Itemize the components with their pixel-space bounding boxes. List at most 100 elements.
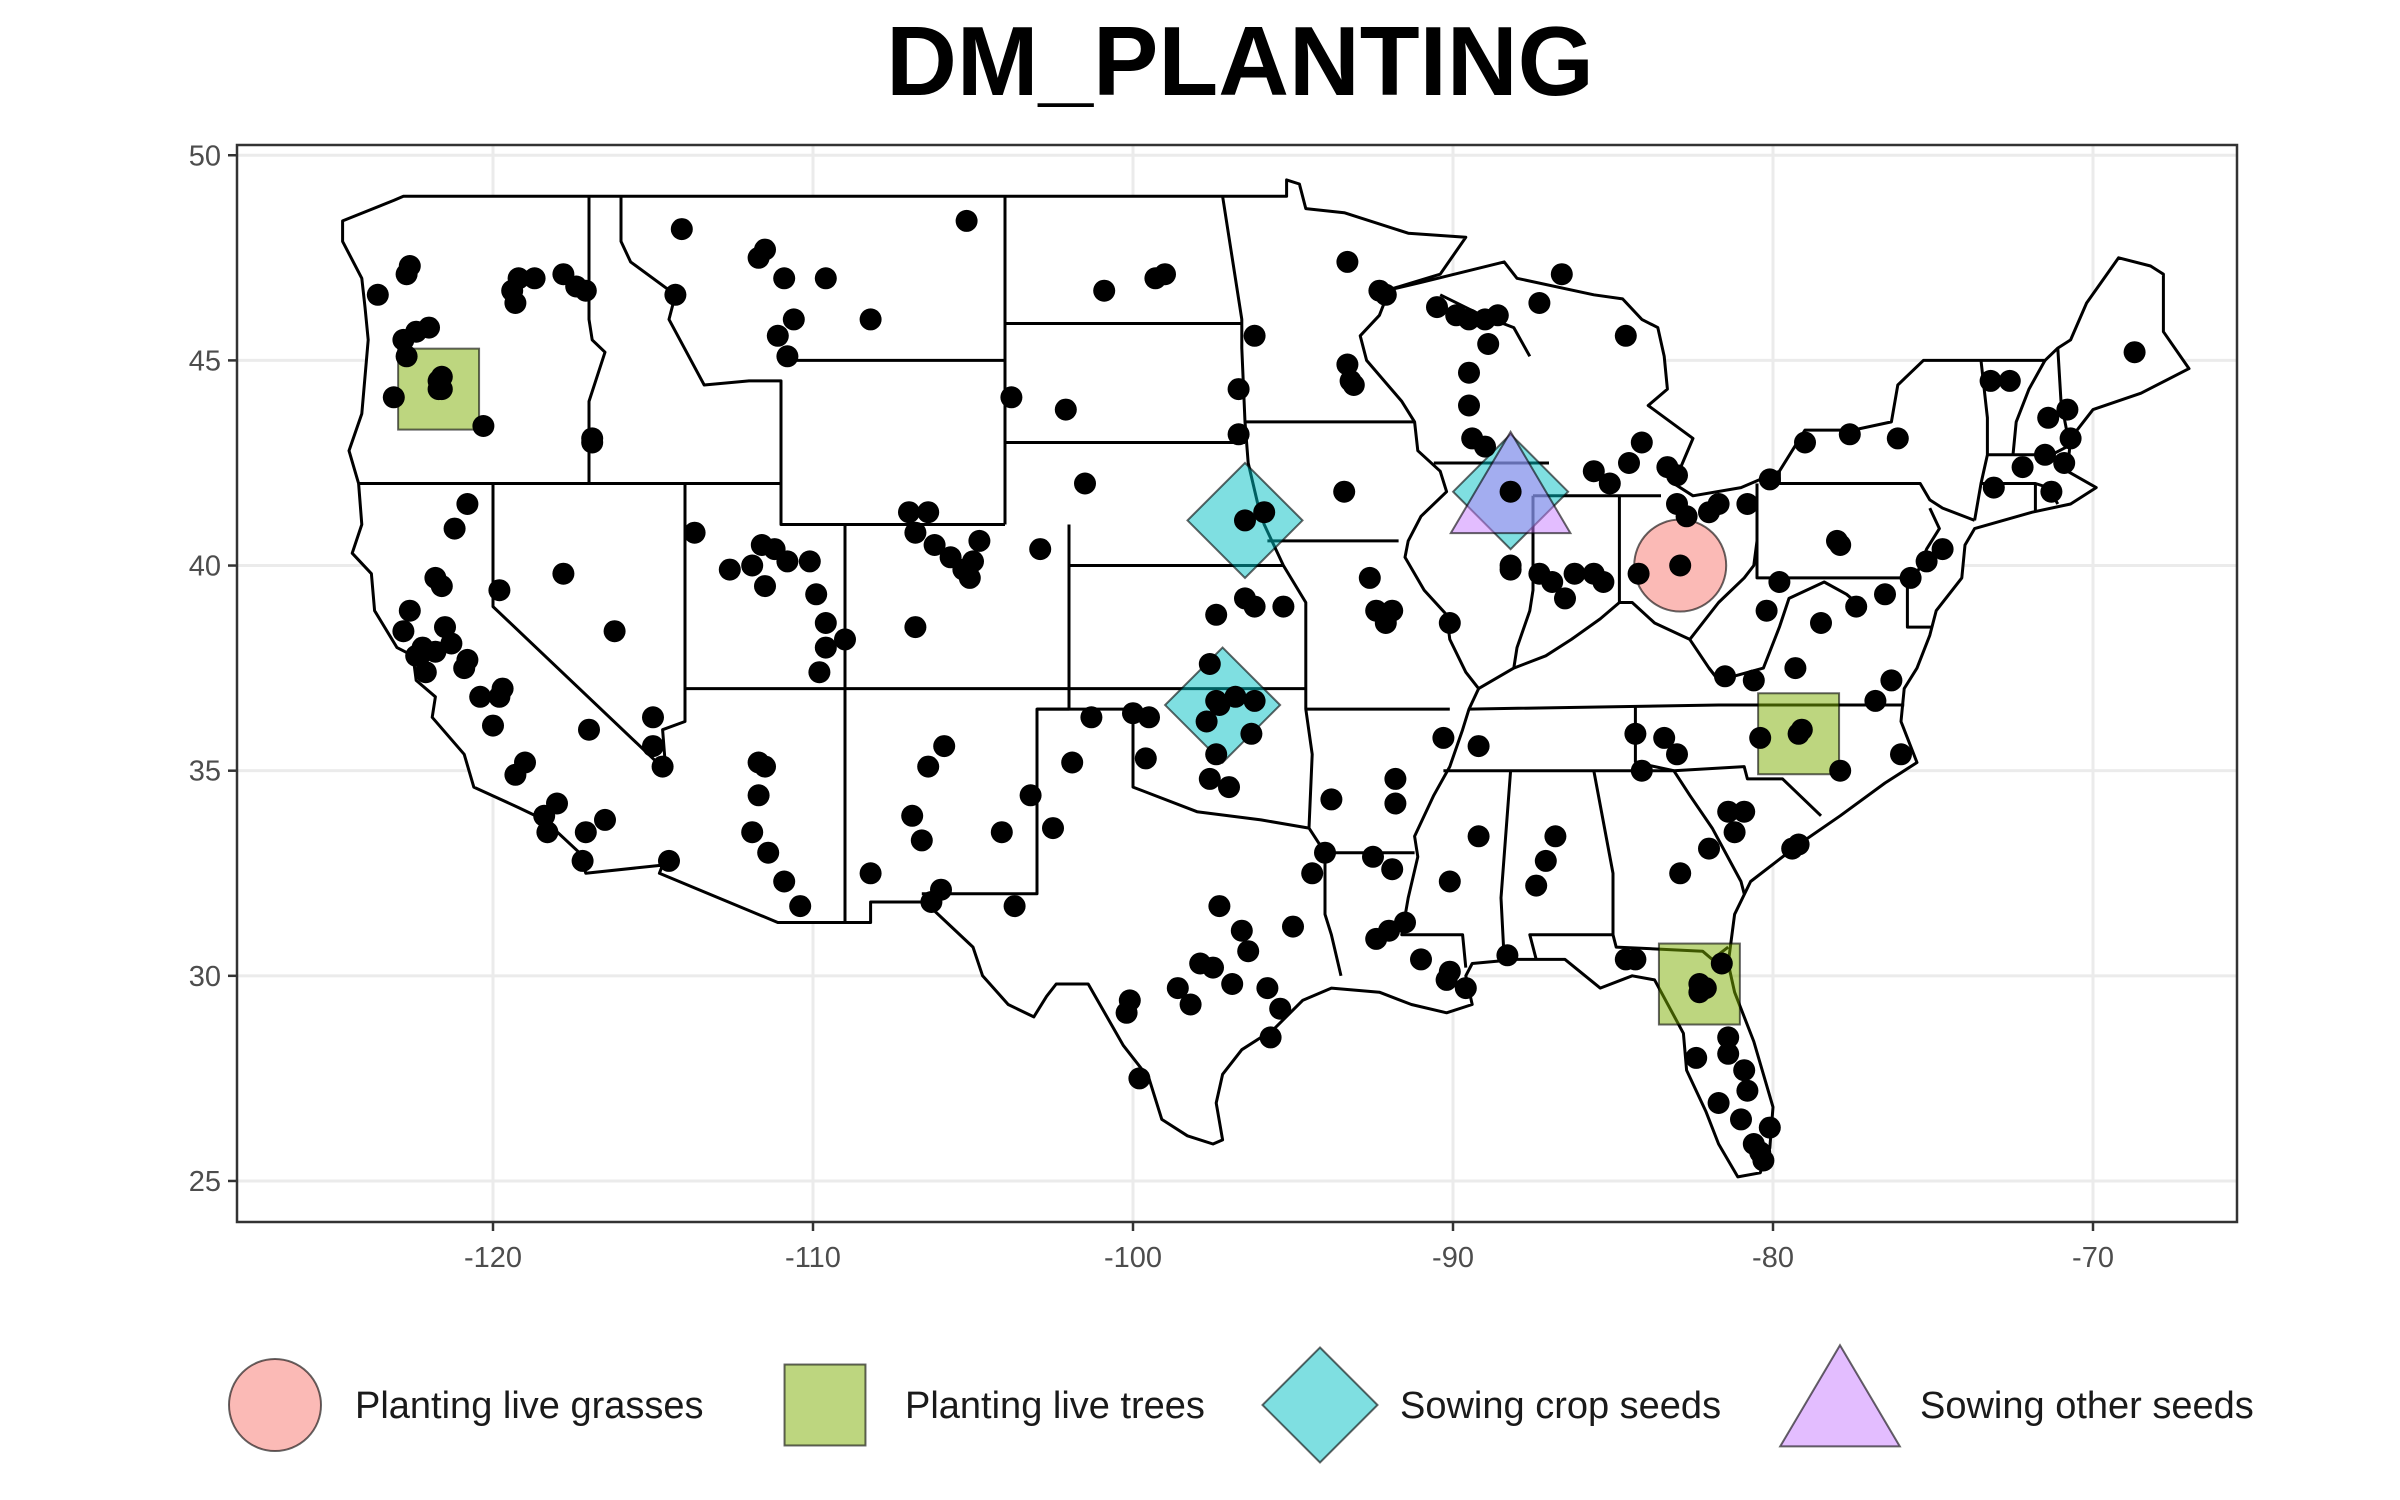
site-point	[1042, 817, 1064, 840]
site-point	[1198, 653, 1221, 675]
site-point	[1742, 669, 1765, 692]
legend-label: Planting live trees	[905, 1385, 1205, 1427]
site-point	[1336, 353, 1359, 376]
site-point	[1435, 968, 1458, 991]
site-point	[1880, 669, 1903, 692]
site-point	[1029, 538, 1052, 561]
site-point	[1624, 948, 1647, 971]
site-point	[642, 735, 664, 758]
site-point	[578, 718, 600, 741]
site-point	[898, 501, 920, 524]
site-point	[1829, 759, 1852, 782]
site-point	[763, 538, 786, 561]
site-point	[1301, 862, 1324, 885]
site-point	[642, 706, 664, 729]
site-point	[1685, 1046, 1708, 1069]
site-point	[1979, 369, 2002, 392]
site-point	[366, 283, 389, 306]
site-point	[910, 829, 933, 852]
legend-item: Sowing crop seeds	[1261, 1346, 1721, 1464]
site-point	[1074, 472, 1096, 495]
site-point	[859, 308, 882, 331]
site-point	[482, 714, 504, 737]
site-point	[1669, 554, 1692, 577]
site-point	[1541, 571, 1564, 593]
site-point	[776, 345, 799, 368]
site-point	[1784, 657, 1807, 680]
site-point	[1630, 431, 1653, 454]
site-point	[1093, 279, 1116, 302]
site-point	[1707, 1092, 1730, 1114]
site-point	[472, 415, 495, 437]
site-point	[955, 209, 978, 232]
legend-label: Sowing crop seeds	[1400, 1385, 1721, 1427]
site-point	[1749, 726, 1772, 749]
site-point	[1723, 821, 1746, 844]
site-point	[1342, 374, 1365, 396]
site-point	[2059, 427, 2082, 450]
site-point	[594, 808, 616, 831]
state-boundary	[1468, 703, 1905, 711]
site-point	[395, 345, 418, 368]
site-point	[1781, 837, 1804, 860]
site-point	[443, 517, 466, 540]
site-point	[392, 620, 415, 643]
site-point	[1736, 1079, 1759, 1102]
site-point	[1269, 997, 1292, 1020]
site-point	[1336, 250, 1359, 273]
state-boundary	[1755, 483, 1908, 580]
site-point	[968, 529, 991, 552]
site-point	[1794, 431, 1816, 454]
site-point	[808, 661, 831, 684]
state-boundary	[1512, 495, 1535, 669]
site-point	[1362, 845, 1384, 868]
site-point	[504, 292, 527, 314]
site-point	[1899, 566, 1922, 589]
legend: Planting live grasses Planting live trees…	[228, 1343, 2254, 1464]
site-point	[1624, 722, 1647, 745]
site-point	[533, 804, 556, 827]
y-tick-label: 40	[189, 551, 221, 583]
site-point	[1458, 361, 1480, 384]
site-point	[814, 636, 837, 659]
site-point	[1733, 800, 1756, 823]
site-point	[603, 620, 626, 643]
site-point	[491, 677, 514, 700]
site-point	[1365, 927, 1388, 950]
x-tick-label: -110	[785, 1242, 841, 1274]
site-point	[923, 534, 946, 556]
site-point	[1874, 583, 1896, 606]
site-point	[1982, 476, 2005, 499]
site-point	[1205, 603, 1228, 626]
site-point	[1477, 333, 1500, 355]
site-point	[754, 238, 776, 261]
site-point	[1864, 689, 1887, 712]
site-point	[990, 821, 1013, 844]
site-point	[1733, 1059, 1756, 1082]
site-point	[1438, 612, 1461, 634]
y-tick-label: 45	[189, 345, 221, 377]
site-point	[1227, 378, 1250, 401]
site-point	[747, 751, 770, 774]
panel-border	[235, 143, 2239, 1224]
site-point	[1755, 599, 1778, 622]
site-point	[2056, 398, 2079, 421]
site-point	[1666, 464, 1688, 487]
site-point	[658, 849, 680, 872]
legend-key-triangle	[1778, 1343, 1902, 1448]
site-point	[1019, 784, 1042, 807]
site-point	[904, 521, 927, 544]
site-point	[1230, 919, 1253, 942]
site-point	[1358, 566, 1381, 589]
site-point	[859, 862, 882, 885]
site-point	[1432, 726, 1455, 749]
us-outline	[341, 178, 2191, 1179]
legend-label: Planting live grasses	[355, 1385, 704, 1427]
site-point	[741, 554, 764, 577]
site-point	[1202, 956, 1224, 979]
site-point	[1554, 587, 1576, 610]
site-point	[814, 612, 837, 634]
site-point	[1384, 767, 1407, 790]
site-point	[1061, 751, 1084, 774]
